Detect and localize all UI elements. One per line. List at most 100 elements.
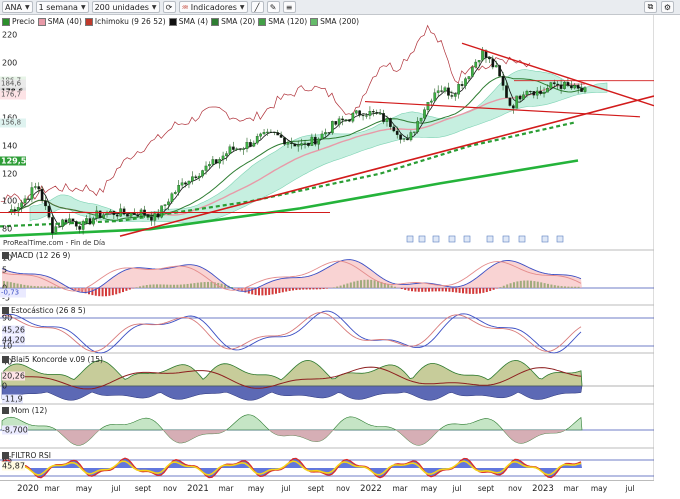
time-axis-label: mar	[44, 484, 60, 493]
candle-body	[440, 90, 443, 92]
price-scale: 22020018016014012010080186,7184,6178,617…	[0, 30, 28, 471]
candle-body	[85, 218, 88, 222]
candle-body	[47, 205, 51, 218]
blai-tick-label: 0	[2, 381, 8, 391]
candle-body	[296, 145, 300, 147]
candle-body	[170, 193, 174, 203]
candle-body	[184, 182, 187, 185]
timeframe-selector[interactable]: 1 semana ▼	[35, 1, 89, 13]
settings-icon[interactable]: ⚙	[661, 1, 674, 13]
candle-body	[139, 209, 143, 217]
source-text: ProRealTime.com - Fin de Día	[3, 239, 106, 247]
macd-histogram-bar	[404, 288, 407, 290]
macd-histogram-bar	[302, 288, 305, 290]
candle-body	[245, 142, 249, 149]
macd-histogram-bar	[292, 288, 294, 291]
candle-body	[150, 216, 153, 221]
trendline-tool-icon[interactable]: ╱	[250, 1, 264, 13]
price-tag: 129,5	[0, 156, 26, 165]
downtrend-line	[461, 42, 654, 107]
time-axis-label: mar	[218, 484, 234, 493]
candle-body	[566, 82, 570, 86]
restore-icon[interactable]: ⧉	[644, 1, 657, 13]
momentum-title: Mom (12)	[2, 406, 47, 415]
price-tag: 184,6	[0, 79, 26, 89]
legend-item[interactable]: SMA (40)	[37, 17, 82, 26]
macd-histogram-bar	[458, 288, 461, 293]
candle-body	[231, 146, 235, 150]
legend-item[interactable]: SMA (20)	[211, 17, 255, 26]
candle-body	[279, 134, 283, 138]
macd-histogram-bar	[125, 288, 128, 291]
rsi-red-line	[1, 457, 582, 479]
macd-histogram-bar	[285, 288, 288, 292]
event-marker	[418, 235, 426, 243]
chart-canvas[interactable]	[0, 0, 654, 480]
indicators-button[interactable]: ♒ Indicadores ▼	[178, 1, 248, 13]
chevron-down-icon: ▼	[239, 3, 245, 11]
legend-item[interactable]: SMA (4)	[168, 17, 208, 26]
drawing-tool-icon[interactable]: ✎	[266, 1, 280, 13]
candle-body	[426, 102, 430, 110]
time-axis-label: jul	[452, 484, 462, 493]
legend-item[interactable]: Precio	[2, 17, 35, 26]
macd-histogram-bar	[482, 288, 485, 293]
candle-body	[337, 118, 341, 125]
event-marker	[486, 235, 494, 243]
macd-histogram-bar	[295, 288, 298, 291]
chevron-down-icon: ▼	[80, 3, 86, 11]
candle-body	[501, 76, 505, 86]
candle-body	[197, 175, 201, 179]
candle-body	[542, 92, 546, 94]
candle-body	[300, 143, 303, 146]
macd-histogram-bar	[465, 288, 468, 294]
candle-body	[563, 82, 566, 89]
macd-histogram-bar	[128, 288, 131, 290]
candle-body	[559, 84, 563, 89]
legend-swatch	[168, 17, 177, 26]
legend-label: SMA (40)	[47, 17, 82, 26]
legend-swatch	[310, 17, 319, 26]
candle-body	[365, 115, 368, 117]
legend-label: SMA (120)	[268, 17, 308, 26]
candle-body	[583, 87, 587, 92]
candle-body	[146, 215, 150, 217]
candle-body	[105, 212, 109, 215]
macd-histogram-bar	[489, 288, 492, 292]
candle-body	[177, 185, 181, 193]
time-axis-label: may	[420, 484, 438, 493]
candle-body	[218, 159, 222, 164]
rsi-tick-label: 45,87	[2, 461, 25, 471]
macd-histogram-bar	[91, 288, 94, 296]
candle-body	[406, 138, 409, 141]
sync-icon[interactable]: ⟳	[162, 1, 176, 13]
candle-body	[423, 109, 426, 119]
indicator-legend: Precio SMA (40) Ichimoku (9 26 52) SMA (4) S…	[0, 16, 359, 27]
macd-histogram-bar	[492, 288, 495, 290]
time-axis-label: mar	[563, 484, 579, 493]
sma-120-line	[0, 121, 576, 228]
symbol-selector[interactable]: ANA ▼	[2, 1, 33, 13]
time-axis-label: 2023	[532, 484, 554, 494]
price-tick-label: 200	[2, 58, 18, 68]
macd-histogram-bar	[275, 288, 277, 294]
candle-body	[392, 126, 396, 132]
macd-histogram-bar	[431, 288, 434, 292]
candle-body	[334, 121, 338, 125]
candle-body	[74, 221, 78, 227]
macd-histogram-bar	[424, 288, 427, 292]
candle-body	[474, 61, 478, 68]
stochastic-title: Estocástico (26 8 5)	[2, 306, 86, 315]
menu-icon[interactable]: ≡	[282, 1, 296, 13]
legend-item[interactable]: SMA (120)	[258, 17, 307, 26]
legend-item[interactable]: SMA (200)	[310, 17, 359, 26]
legend-label: Precio	[12, 17, 35, 26]
candle-body	[430, 100, 433, 103]
candle-body	[546, 88, 549, 93]
candle-body	[194, 176, 198, 179]
candle-body	[371, 111, 375, 113]
candle-body	[477, 60, 481, 63]
legend-item[interactable]: Ichimoku (9 26 52)	[84, 17, 166, 26]
candle-body	[358, 110, 362, 116]
units-selector[interactable]: 200 unidades ▼	[91, 1, 160, 13]
